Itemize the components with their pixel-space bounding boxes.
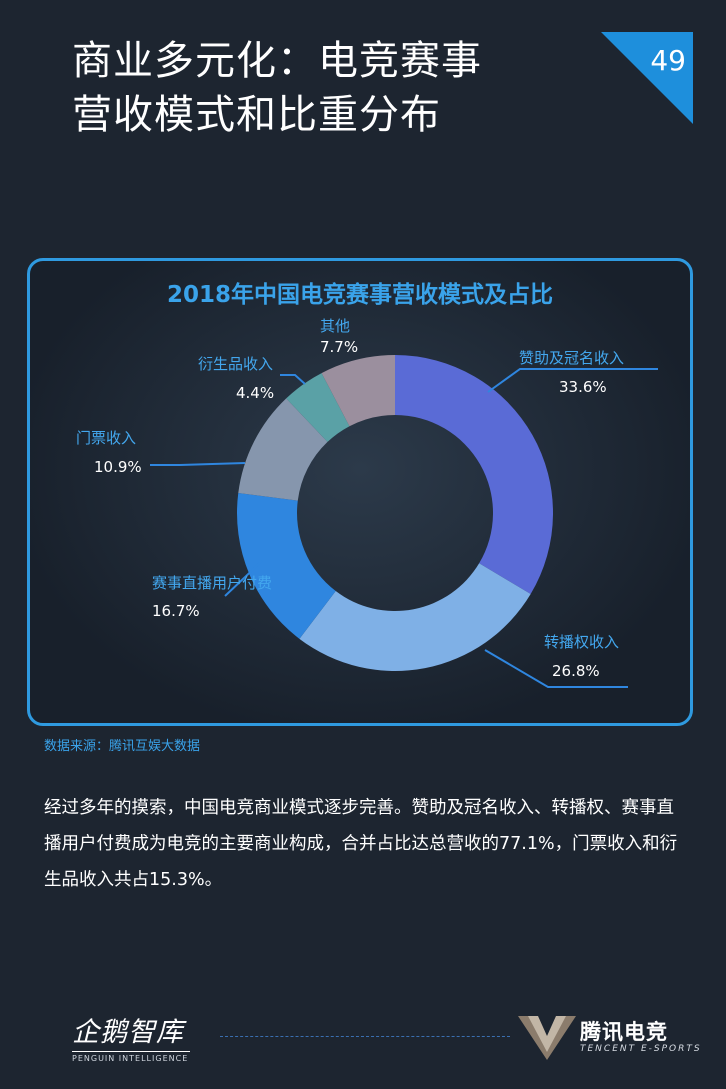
label-broadcast: 转播权收入 26.8% bbox=[544, 631, 619, 680]
donut-slice-tickets bbox=[238, 398, 328, 501]
chart-panel: 2018年中国电竞赛事营收模式及占比 赞助及冠名收入 33.6% 转播权收入 2… bbox=[27, 258, 693, 726]
label-other-value: 7.7% bbox=[320, 338, 359, 356]
page-corner-badge bbox=[601, 32, 693, 124]
donut-slice-other bbox=[321, 355, 395, 427]
chart-title: 2018年中国电竞赛事营收模式及占比 bbox=[166, 282, 553, 308]
label-tickets-name: 门票收入 bbox=[76, 429, 137, 447]
leader-merchandise bbox=[280, 374, 306, 385]
label-tickets-value: 10.9% bbox=[94, 458, 142, 476]
label-streaming: 赛事直播用户付费 16.7% bbox=[152, 572, 273, 620]
label-broadcast-name: 转播权收入 bbox=[544, 633, 620, 651]
donut-chart bbox=[150, 355, 658, 688]
label-merchandise-value: 4.4% bbox=[236, 384, 275, 402]
footer-divider bbox=[220, 1036, 510, 1037]
leader-broadcast bbox=[484, 649, 628, 688]
page-title-line-2: 营收模式和比重分布 bbox=[72, 92, 441, 138]
data-source: 数据来源：腾讯互娱大数据 bbox=[44, 739, 201, 754]
label-sponsorship-value: 33.6% bbox=[559, 378, 607, 396]
logo-right-cn: 腾讯电竞 bbox=[580, 1020, 668, 1044]
leader-streaming bbox=[224, 560, 263, 597]
label-merchandise-name: 衍生品收入 bbox=[198, 355, 274, 373]
tencent-esports-logo: 腾讯电竞 TENCENT E-SPORTS bbox=[518, 1012, 700, 1062]
donut-slice-sponsorship bbox=[395, 355, 554, 594]
logo-left-en: PENGUIN INTELLIGENCE bbox=[72, 1054, 189, 1063]
body-paragraph: 经过多年的摸索，中国电竞商业模式逐步完善。赞助及冠名收入、转播权、赛事直播用户付… bbox=[44, 798, 678, 890]
label-other-name: 其他 bbox=[320, 317, 351, 335]
logo-right-en: TENCENT E-SPORTS bbox=[580, 1044, 702, 1054]
page-number: 49 bbox=[650, 44, 686, 77]
donut-slice-streaming bbox=[237, 492, 336, 639]
label-merchandise: 衍生品收入 4.4% bbox=[198, 353, 274, 402]
donut-slice-broadcast bbox=[299, 563, 531, 671]
penguin-intelligence-logo: 企鹅智库 PENGUIN INTELLIGENCE bbox=[72, 1010, 202, 1063]
label-tickets: 门票收入 10.9% bbox=[76, 427, 142, 476]
esports-v-icon bbox=[518, 1016, 576, 1060]
label-streaming-value: 16.7% bbox=[152, 602, 200, 620]
label-other: 其他 7.7% bbox=[320, 315, 358, 356]
label-sponsorship-name: 赞助及冠名收入 bbox=[519, 349, 625, 367]
page-title-line-1: 商业多元化：电竞赛事 bbox=[72, 38, 482, 84]
label-sponsorship: 赞助及冠名收入 33.6% bbox=[519, 347, 624, 396]
label-streaming-name: 赛事直播用户付费 bbox=[152, 574, 273, 592]
donut-slice-merchandise bbox=[286, 373, 350, 442]
page-title: 商业多元化：电竞赛事 营收模式和比重分布 bbox=[72, 34, 592, 142]
leader-tickets bbox=[150, 462, 246, 466]
leader-sponsorship bbox=[487, 368, 658, 393]
label-broadcast-value: 26.8% bbox=[552, 662, 600, 680]
logo-left-cn: 企鹅智库 bbox=[72, 1017, 184, 1048]
